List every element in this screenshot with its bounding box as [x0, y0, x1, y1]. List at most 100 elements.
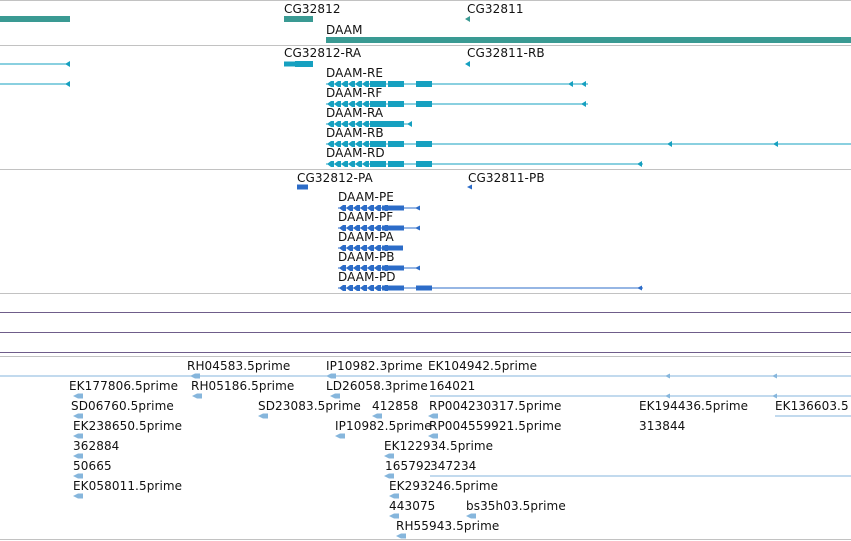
exon-block: [370, 161, 386, 167]
est-label[interactable]: 443075: [389, 499, 436, 513]
protein-label[interactable]: DAAM-PE: [338, 190, 394, 204]
transcript-label[interactable]: DAAM-RA: [326, 106, 384, 120]
exon-chevron: [353, 285, 360, 291]
est-label[interactable]: EK136603.5: [775, 399, 849, 413]
exon-chevron: [355, 101, 362, 107]
exon-block: [382, 245, 403, 251]
strand-arrow-icon: [466, 513, 471, 519]
exon-chevron: [341, 121, 348, 127]
est-label[interactable]: 50665: [73, 459, 112, 473]
est-label[interactable]: RH05186.5prime: [191, 379, 295, 393]
protein-label[interactable]: DAAM-PD: [338, 270, 396, 284]
exon-chevron: [327, 121, 334, 127]
strand-arrow-icon: [581, 101, 586, 107]
exon-block: [401, 533, 406, 539]
exon-chevron: [341, 141, 348, 147]
transcript-label[interactable]: DAAM-RF: [326, 86, 383, 100]
transcript-label[interactable]: DAAM-RB: [326, 126, 384, 140]
exon-chevron: [374, 285, 381, 291]
exon-chevron: [341, 81, 348, 87]
est-label[interactable]: RP004230317.5prime: [429, 399, 562, 413]
strand-arrow-icon: [73, 413, 78, 419]
est-label[interactable]: EK122934.5prime: [384, 439, 494, 453]
transcript-label[interactable]: CG32812-RA: [284, 46, 362, 60]
exon-block: [394, 513, 399, 519]
exon-block: [78, 453, 83, 459]
strand-arrow-icon: [772, 373, 777, 379]
gene-label[interactable]: CG32811: [467, 2, 524, 16]
exon-block: [195, 373, 200, 379]
est-label[interactable]: RH55943.5prime: [396, 519, 500, 533]
est-label[interactable]: EK177806.5prime: [69, 379, 179, 393]
est-label[interactable]: 347234: [430, 459, 477, 473]
exon-block: [416, 81, 432, 87]
exon-block: [331, 373, 336, 379]
exon-chevron: [334, 81, 341, 87]
est-label[interactable]: RH04583.5prime: [187, 359, 291, 373]
exon-chevron: [341, 161, 348, 167]
exon-block: [78, 413, 83, 419]
est-label[interactable]: 313844: [639, 419, 686, 433]
exon-block: [370, 121, 404, 127]
exon-chevron: [346, 225, 353, 231]
exon-chevron: [367, 245, 374, 251]
strand-arrow-icon: [192, 393, 197, 399]
exon-chevron: [334, 141, 341, 147]
exon-chevron: [353, 265, 360, 271]
exon-chevron: [374, 205, 381, 211]
strand-arrow-icon: [372, 413, 377, 419]
exon-block: [433, 433, 438, 439]
est-label[interactable]: 412858: [372, 399, 419, 413]
strand-arrow-icon: [258, 413, 263, 419]
est-label[interactable]: EK293246.5prime: [389, 479, 499, 493]
est-label[interactable]: EK238650.5prime: [73, 419, 183, 433]
track-divider: [0, 332, 851, 333]
est-label[interactable]: EK058011.5prime: [73, 479, 183, 493]
exon-block: [388, 81, 404, 87]
est-label[interactable]: EK194436.5prime: [639, 399, 749, 413]
track-divider: [0, 169, 851, 170]
exon-block: [326, 37, 851, 43]
exon-block: [377, 413, 382, 419]
strand-arrow-icon: [568, 81, 573, 87]
transcript-label[interactable]: DAAM-RD: [326, 146, 385, 160]
exon-chevron: [327, 141, 334, 147]
est-label[interactable]: IP10982.5prime: [335, 419, 432, 433]
exon-block: [263, 413, 268, 419]
strand-arrow-icon: [73, 473, 78, 479]
gene-label[interactable]: DAAM: [326, 23, 363, 37]
est-label[interactable]: RP004559921.5prime: [429, 419, 562, 433]
protein-label[interactable]: CG32812-PA: [297, 171, 373, 185]
protein-label[interactable]: DAAM-PF: [338, 210, 394, 224]
gene-label[interactable]: CG32812: [284, 2, 341, 16]
est-label[interactable]: 362884: [73, 439, 120, 453]
est-label[interactable]: SD23083.5prime: [258, 399, 361, 413]
est-label[interactable]: SD06760.5prime: [71, 399, 174, 413]
exon-block: [370, 141, 386, 147]
strand-arrow-icon: [665, 393, 670, 399]
strand-arrow-icon: [335, 433, 340, 439]
est-label[interactable]: LD26058.3prime: [326, 379, 428, 393]
est-label[interactable]: IP10982.3prime: [326, 359, 423, 373]
protein-label[interactable]: DAAM-PA: [338, 230, 394, 244]
est-label[interactable]: bs35h03.5prime: [466, 499, 566, 513]
protein-label[interactable]: DAAM-PB: [338, 250, 395, 264]
exon-chevron: [362, 81, 369, 87]
exon-chevron: [353, 225, 360, 231]
transcript-label[interactable]: DAAM-RE: [326, 66, 384, 80]
transcript-label[interactable]: CG32811-RB: [467, 46, 545, 60]
track-divider: [0, 312, 851, 313]
strand-arrow-icon: [465, 16, 470, 22]
exon-chevron: [327, 81, 334, 87]
exon-chevron: [353, 245, 360, 251]
strand-arrow-icon: [772, 393, 777, 399]
est-label[interactable]: EK104942.5prime: [428, 359, 538, 373]
protein-label[interactable]: CG32811-PB: [468, 171, 545, 185]
est-label[interactable]: 165792: [385, 459, 432, 473]
exon-block: [382, 265, 404, 271]
est-label[interactable]: 164021: [429, 379, 476, 393]
exon-chevron: [360, 205, 367, 211]
exon-block: [389, 473, 394, 479]
exon-chevron: [346, 245, 353, 251]
